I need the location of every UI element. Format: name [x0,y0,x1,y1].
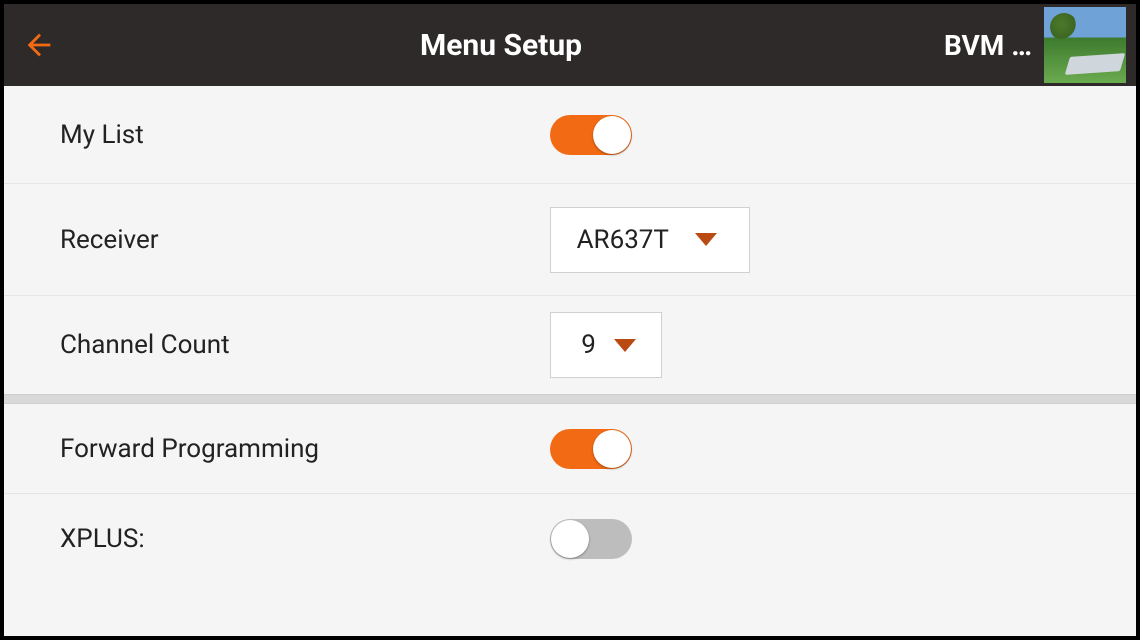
model-thumbnail[interactable] [1044,7,1126,83]
label-channel-count: Channel Count [60,330,550,360]
arrow-left-icon [22,28,56,62]
section-separator [4,394,1136,404]
toggle-knob [593,116,631,154]
row-forward-programming: Forward Programming [4,404,1136,494]
chevron-down-icon [695,233,717,246]
row-xplus: XPLUS: [4,494,1136,584]
row-my-list: My List [4,86,1136,184]
row-channel-count: Channel Count 9 [4,296,1136,394]
label-receiver: Receiver [60,225,550,255]
label-my-list: My List [60,120,550,150]
label-xplus: XPLUS: [60,524,550,554]
dropdown-channel-count-value: 9 [581,330,596,360]
toggle-xplus[interactable] [550,519,632,559]
page-title: Menu Setup [58,28,944,63]
back-button[interactable] [20,26,58,64]
row-receiver: Receiver AR637T [4,184,1136,296]
chevron-down-icon [614,339,636,352]
dropdown-receiver-value: AR637T [577,225,669,255]
dropdown-receiver[interactable]: AR637T [550,207,750,273]
toggle-forward-programming[interactable] [550,429,632,469]
toggle-knob [593,430,631,468]
model-name: BVM … [944,29,1032,62]
dropdown-channel-count[interactable]: 9 [550,312,662,378]
settings-list: My List Receiver AR637T Channel Coun [4,86,1136,636]
header: Menu Setup BVM … [4,4,1136,86]
toggle-knob [551,520,589,558]
toggle-my-list[interactable] [550,115,632,155]
label-forward-programming: Forward Programming [60,434,550,464]
